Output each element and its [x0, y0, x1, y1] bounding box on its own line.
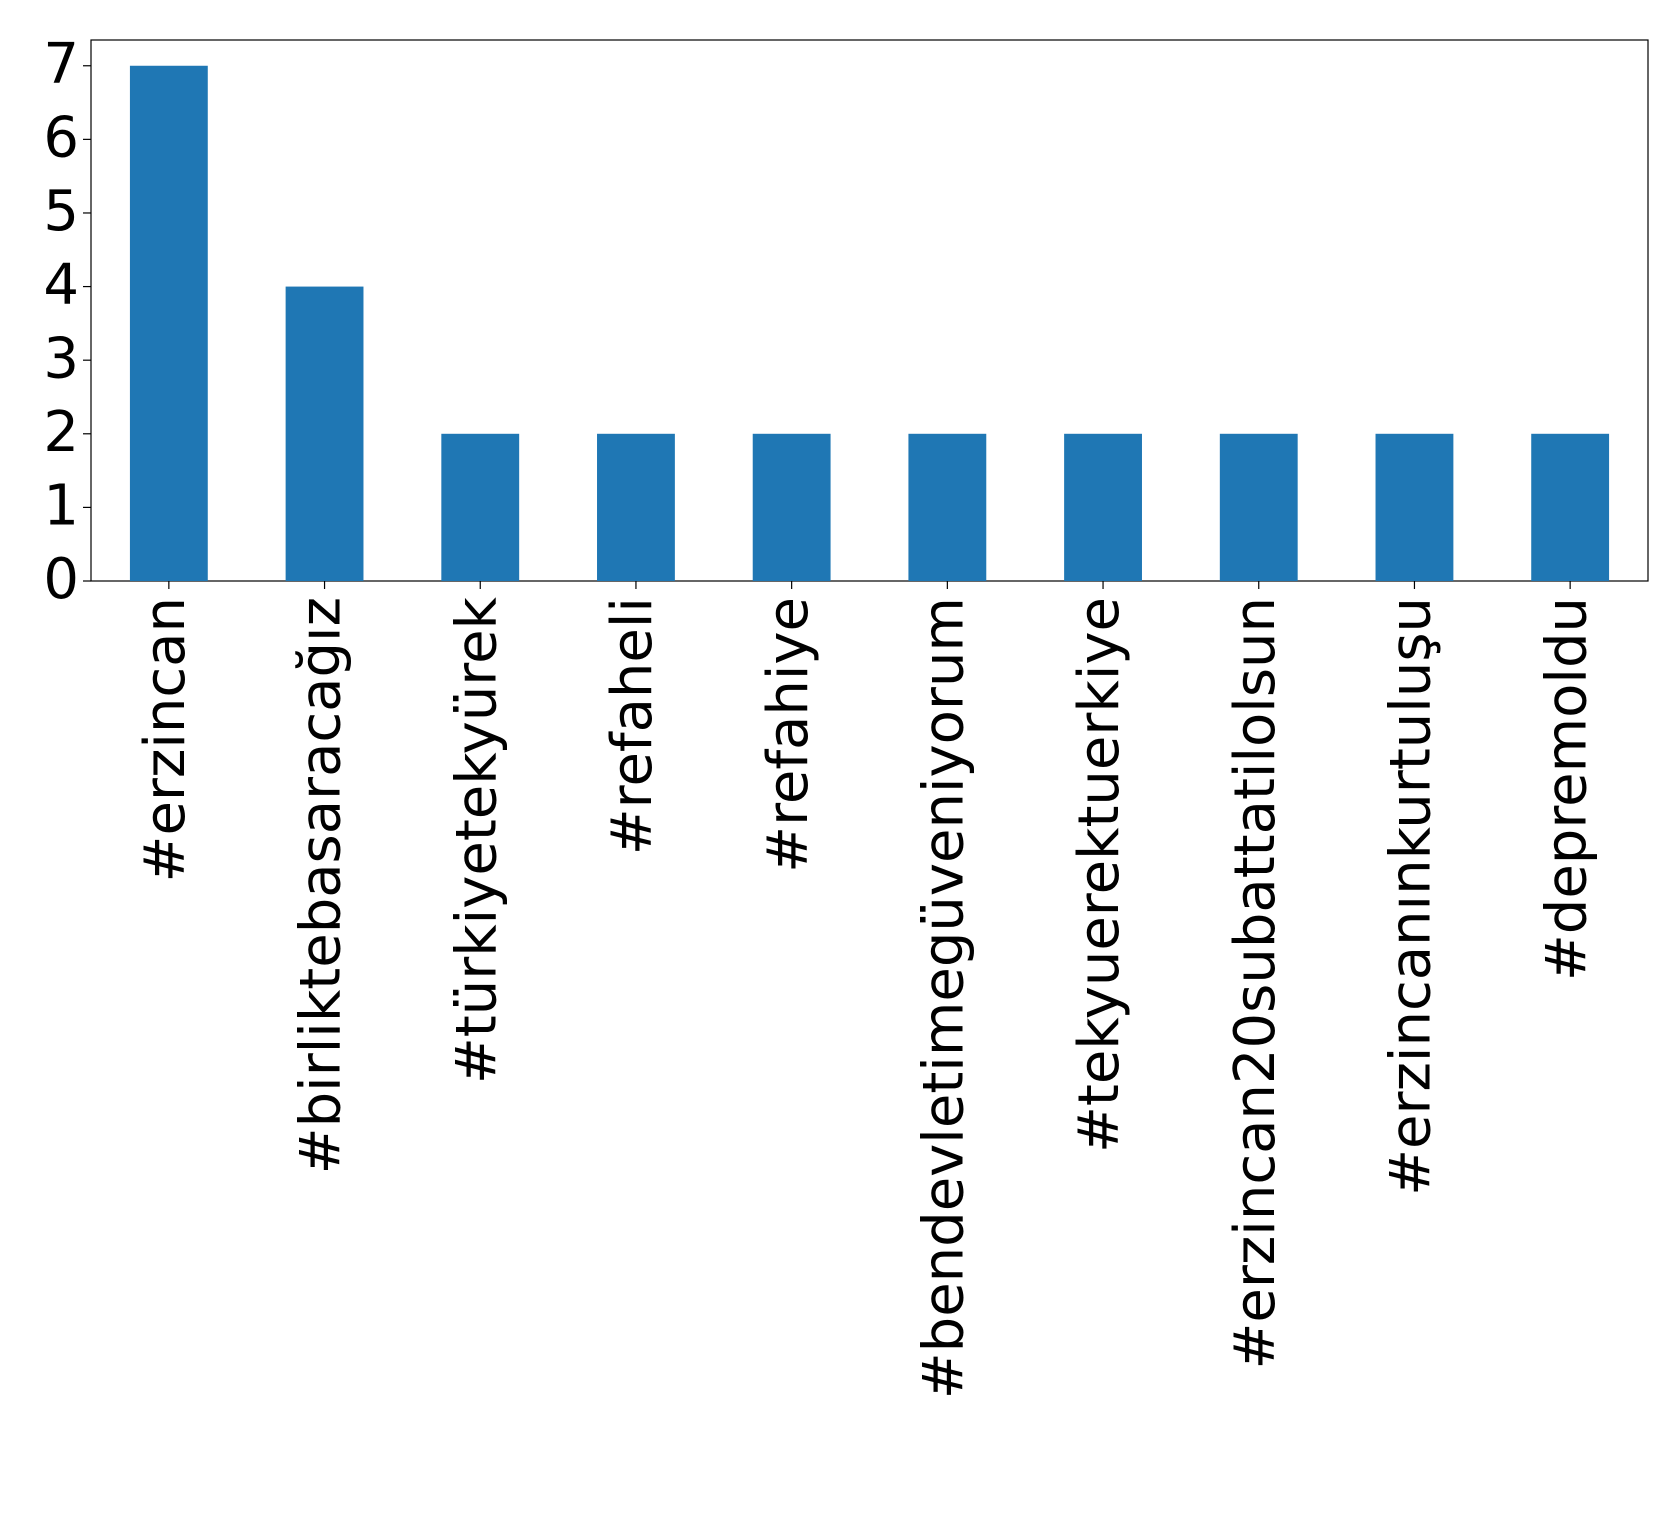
bar: [441, 433, 520, 581]
x-tick-label: #türkiyetekyürek: [444, 596, 509, 1084]
x-tick-label: #erzincan20subattatilolsun: [1223, 597, 1288, 1370]
bar: [597, 433, 675, 581]
bar: [1375, 433, 1454, 581]
y-tick-label: 5: [43, 179, 79, 244]
y-tick-label: 3: [43, 326, 79, 391]
y-tick-label: 6: [43, 106, 79, 171]
bar: [1064, 433, 1142, 581]
bar: [129, 65, 208, 581]
x-tick-label: #erzincanınkurtuluşu: [1379, 597, 1444, 1196]
y-tick-label: 4: [43, 253, 79, 318]
bar: [908, 433, 987, 581]
x-tick-label: #erzincan: [133, 597, 198, 882]
x-tick-label: #refahiye: [756, 597, 821, 873]
y-tick-label: 2: [43, 400, 79, 465]
bar: [1219, 433, 1298, 581]
x-tick-label: #birliktebasaracağız: [289, 597, 354, 1174]
bar: [752, 433, 831, 581]
x-tick-label: #refaheli: [600, 597, 665, 855]
x-tick-label: #tekyuerektuerkiye: [1067, 597, 1132, 1153]
x-tick-label: #depremoldu: [1534, 597, 1599, 981]
y-tick-label: 7: [43, 32, 79, 97]
y-tick-label: 1: [43, 474, 79, 539]
bar: [1531, 433, 1610, 581]
plot-frame: [90, 39, 1649, 582]
y-tick-label: 0: [43, 547, 79, 612]
x-tick-label: #bendevletimegüveniyorum: [911, 597, 976, 1399]
bar: [285, 286, 364, 581]
